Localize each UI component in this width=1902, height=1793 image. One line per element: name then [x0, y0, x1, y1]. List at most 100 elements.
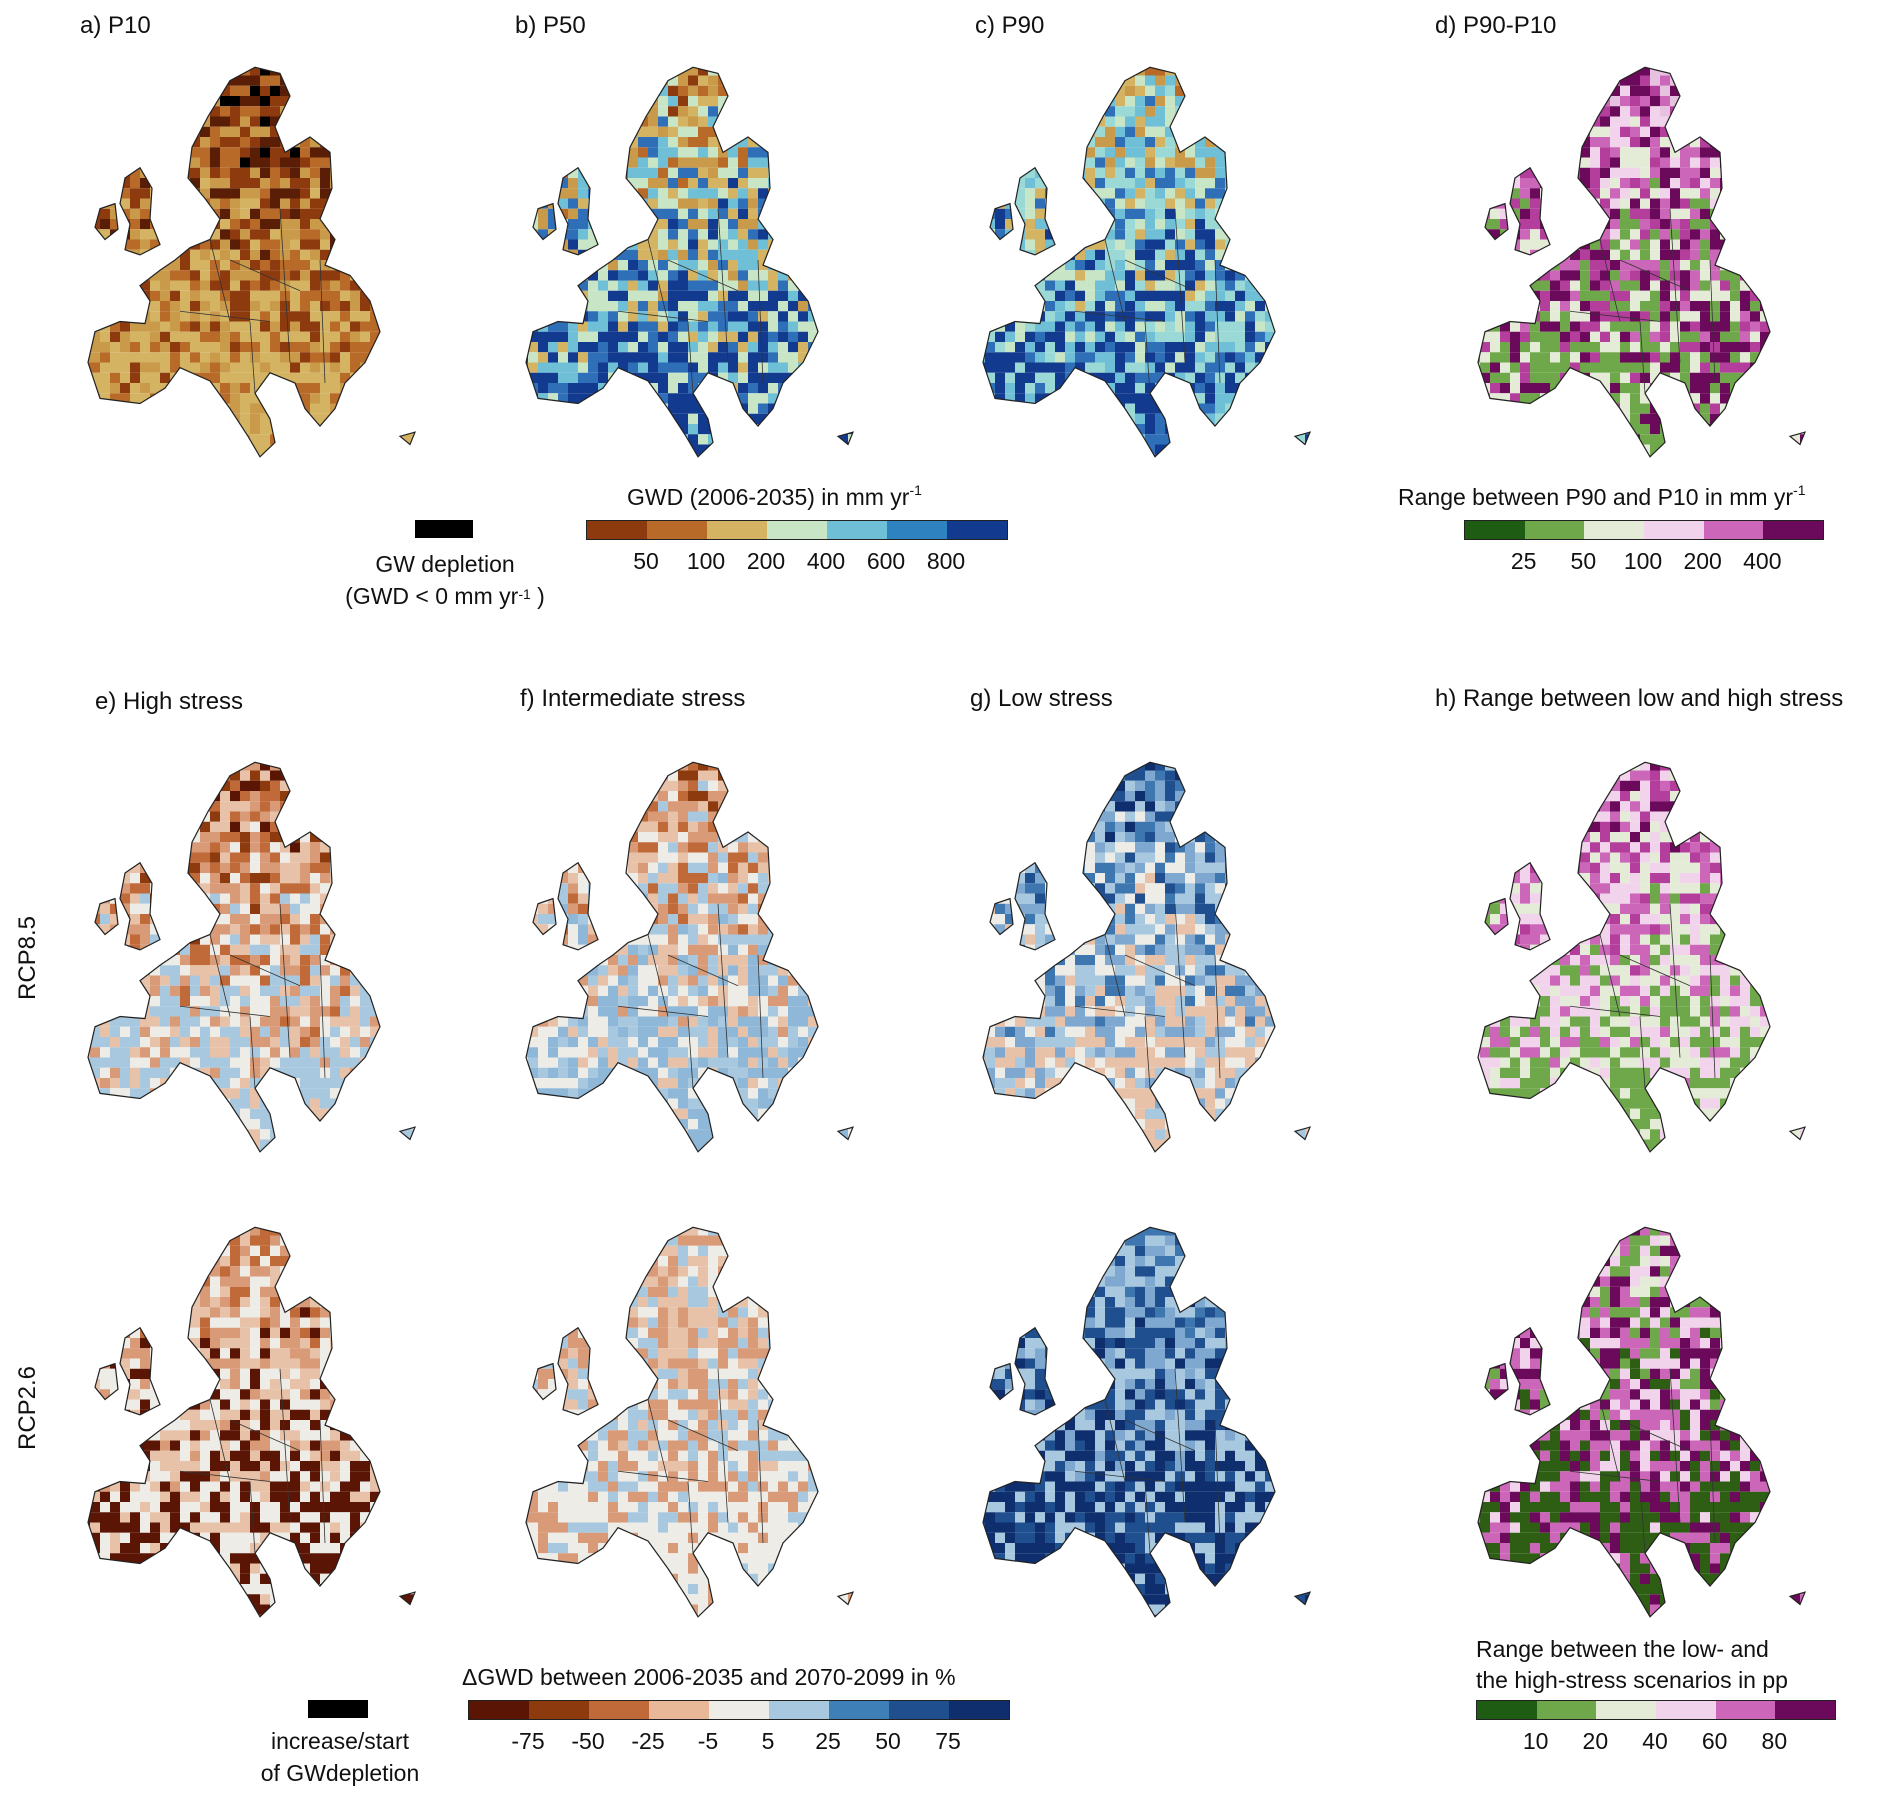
gw-depletion-sublabel: (GWD < 0 mm yr-1 )	[345, 583, 545, 609]
map-panel-a	[80, 55, 420, 465]
colorbar-swatch	[649, 1701, 709, 1719]
colorbar-swatch	[949, 1701, 1009, 1719]
colorbar-tick-label: 25	[815, 1728, 841, 1754]
colorbar-tick-label: -50	[571, 1728, 605, 1754]
map-panel-c	[975, 55, 1315, 465]
panel-title-f: f) Intermediate stress	[520, 685, 746, 712]
map-panel-rcp26-intermediate	[518, 1215, 858, 1625]
gwd-colorbar	[586, 520, 1008, 540]
colorbar-tick-label: -5	[697, 1728, 719, 1754]
range-pp-colorbar	[1476, 1700, 1836, 1720]
map-panel-rcp26-range	[1470, 1215, 1810, 1625]
europe-map	[87, 761, 417, 1153]
colorbar-swatch	[1763, 521, 1823, 539]
colorbar-swatch	[529, 1701, 589, 1719]
panel-title-b: b) P50	[515, 12, 586, 39]
colorbar-swatch	[1477, 1701, 1537, 1719]
range-p-legend-title: Range between P90 and P10 in mm yr-1	[1398, 482, 1806, 510]
map-panel-e	[80, 750, 420, 1160]
colorbar-swatch	[947, 521, 1007, 539]
colorbar-swatch	[1524, 521, 1585, 539]
colorbar-tick-label: 600	[866, 548, 906, 574]
europe-map	[525, 66, 855, 458]
europe-map	[1477, 1226, 1807, 1618]
colorbar-swatch	[707, 521, 767, 539]
panel-title-h: h) Range between low and high stress	[1435, 685, 1844, 712]
row-label-rcp85: RCP8.5	[14, 915, 41, 1000]
colorbar-swatch	[829, 1701, 889, 1719]
map-panel-h	[1470, 750, 1810, 1160]
range-p-colorbar	[1464, 520, 1824, 540]
colorbar-tick-label: 200	[746, 548, 786, 574]
colorbar-swatch	[1584, 521, 1644, 539]
increase-label-line1: increase/start	[270, 1728, 410, 1754]
colorbar-tick-label: 50	[875, 1728, 901, 1754]
colorbar-swatch	[709, 1701, 769, 1719]
colorbar-tick-label: 400	[1743, 548, 1782, 574]
colorbar-swatch	[1536, 1701, 1597, 1719]
colorbar-swatch	[469, 1701, 529, 1719]
colorbar-tick-label: -25	[631, 1728, 665, 1754]
colorbar-swatch	[1715, 1701, 1776, 1719]
gw-depletion-swatch	[415, 520, 473, 538]
colorbar-swatch	[1775, 1701, 1835, 1719]
colorbar-swatch	[889, 1701, 949, 1719]
dgwd-colorbar	[468, 1700, 1010, 1720]
range-pp-legend-line2: the high-stress scenarios in pp	[1476, 1667, 1788, 1693]
colorbar-tick-label: 80	[1761, 1728, 1788, 1754]
europe-map	[982, 761, 1312, 1153]
europe-map	[982, 1226, 1312, 1618]
europe-map	[982, 66, 1312, 458]
panel-title-g: g) Low stress	[970, 685, 1113, 712]
colorbar-tick-label: 800	[926, 548, 966, 574]
colorbar-swatch	[767, 521, 827, 539]
colorbar-tick-label: 5	[761, 1728, 775, 1754]
colorbar-tick-label: -75	[511, 1728, 545, 1754]
map-panel-g	[975, 750, 1315, 1160]
map-panel-rcp26-high	[80, 1215, 420, 1625]
panel-title-c: c) P90	[975, 12, 1045, 39]
colorbar-tick-label: 100	[1623, 548, 1663, 574]
gw-depletion-label: GW depletion	[375, 551, 515, 577]
colorbar-swatch	[769, 1701, 829, 1719]
colorbar-tick-label: 75	[935, 1728, 961, 1754]
colorbar-tick-label: 100	[686, 548, 726, 574]
range-pp-legend-line1: Range between the low- and	[1476, 1636, 1769, 1662]
colorbar-swatch	[1655, 1701, 1716, 1719]
europe-map	[87, 1226, 417, 1618]
colorbar-swatch	[1596, 1701, 1656, 1719]
colorbar-tick-label: 50	[1570, 548, 1597, 574]
colorbar-swatch	[887, 521, 947, 539]
map-panel-rcp26-low	[975, 1215, 1315, 1625]
dgwd-legend-title: ΔGWD between 2006-2035 and 2070-2099 in …	[462, 1664, 956, 1690]
gwd-legend-title: GWD (2006-2035) in mm yr-1	[627, 482, 922, 510]
colorbar-tick-label: 25	[1510, 548, 1537, 574]
map-panel-b	[518, 55, 858, 465]
europe-map	[87, 66, 417, 458]
europe-map	[1477, 66, 1807, 458]
row-label-rcp26: RCP2.6	[14, 1365, 41, 1450]
panel-title-a: a) P10	[80, 12, 151, 39]
colorbar-tick-label: 400	[806, 548, 846, 574]
colorbar-swatch	[647, 521, 707, 539]
colorbar-tick-label: 10	[1522, 1728, 1549, 1754]
europe-map	[1477, 761, 1807, 1153]
map-panel-f	[518, 750, 858, 1160]
colorbar-tick-label: 40	[1642, 1728, 1668, 1754]
europe-map	[525, 1226, 855, 1618]
colorbar-swatch	[1465, 521, 1525, 539]
map-panel-d	[1470, 55, 1810, 465]
panel-title-e: e) High stress	[95, 688, 244, 715]
increase-label-line2: of GWdepletion	[260, 1760, 420, 1786]
colorbar-swatch	[587, 521, 647, 539]
colorbar-swatch	[589, 1701, 649, 1719]
colorbar-tick-label: 20	[1582, 1728, 1609, 1754]
panel-title-d: d) P90-P10	[1435, 12, 1557, 39]
colorbar-swatch	[1703, 521, 1764, 539]
europe-map	[525, 761, 855, 1153]
colorbar-tick-label: 200	[1683, 548, 1722, 574]
colorbar-tick-label: 60	[1701, 1728, 1728, 1754]
increase-swatch	[308, 1700, 368, 1718]
colorbar-tick-label: 50	[633, 548, 659, 574]
colorbar-swatch	[1643, 521, 1704, 539]
